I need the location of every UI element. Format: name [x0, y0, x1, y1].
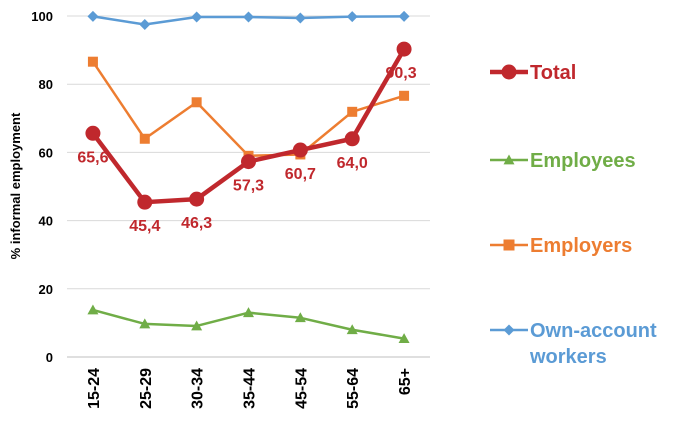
x-tick-label: 65+	[397, 368, 414, 395]
y-tick-label: 0	[46, 350, 53, 365]
data-point	[347, 106, 358, 117]
series-employees	[87, 304, 410, 343]
data-point	[241, 154, 256, 170]
data-point	[396, 41, 412, 57]
legend-label: Employers	[530, 235, 632, 257]
legend-label: Own-account workers	[529, 320, 657, 368]
data-point	[346, 11, 358, 23]
data-label: 60,7	[285, 166, 316, 183]
y-tick-label: 60	[39, 145, 53, 160]
legend-item-total: Total	[490, 62, 576, 84]
data-label: 90,3	[386, 65, 417, 82]
data-label: 64,0	[337, 155, 368, 172]
data-point	[191, 11, 203, 23]
data-point	[85, 125, 101, 141]
x-tick-label: 55-64	[345, 368, 362, 409]
data-point	[137, 194, 153, 210]
x-tick-label: 25-29	[138, 368, 155, 409]
data-point	[292, 142, 308, 158]
data-label: 45,4	[129, 218, 160, 235]
data-label: 65,6	[77, 149, 108, 166]
data-point	[191, 320, 203, 331]
data-labels: 65,6 45,4 46,3 57,3 60,7 64,0 90,3	[77, 65, 416, 235]
series-employers	[87, 56, 410, 161]
series-own-account-workers	[87, 10, 410, 31]
data-point	[87, 10, 99, 22]
y-tick-label: 40	[39, 214, 53, 229]
data-point	[346, 324, 358, 335]
data-label: 57,3	[233, 178, 264, 195]
data-point	[398, 10, 410, 22]
data-point	[191, 97, 202, 108]
legend-item-own-account-workers: Own-account workers	[490, 320, 657, 368]
y-tick-label: 20	[39, 282, 53, 297]
data-point	[243, 307, 254, 318]
x-tick-label: 15-24	[86, 368, 103, 409]
data-point	[294, 12, 306, 24]
data-point	[139, 19, 151, 31]
data-point	[503, 154, 515, 165]
y-tick-label: 100	[31, 9, 53, 24]
x-tick-label: 35-44	[242, 368, 259, 409]
data-point	[398, 333, 410, 343]
x-tick-label: 30-34	[190, 368, 207, 409]
data-point	[399, 90, 410, 101]
y-axis-title: % informal employment	[8, 112, 23, 259]
data-point	[344, 131, 360, 147]
data-point	[503, 324, 515, 336]
data-point	[87, 304, 99, 315]
y-tick-label: 80	[39, 77, 53, 92]
data-point	[294, 312, 306, 323]
data-point	[189, 191, 205, 207]
data-point	[501, 64, 517, 80]
data-point	[503, 239, 515, 251]
data-label: 46,3	[181, 215, 212, 232]
data-point	[139, 318, 151, 329]
legend-label: Total	[530, 62, 576, 84]
series-total	[85, 41, 412, 210]
data-point	[243, 11, 254, 23]
x-tick-label: 45-54	[293, 368, 310, 409]
legend-item-employees: Employees	[490, 150, 636, 172]
legend-item-employers: Employers	[490, 235, 632, 257]
legend: Total Employees Employers Own-account worker…	[490, 62, 657, 368]
data-point	[87, 56, 98, 67]
axes: 0 20 40 60 80 100 15-24 25-29 30-34 35-44 45-54 55-…	[31, 9, 414, 409]
data-point	[139, 133, 150, 144]
legend-label: Employees	[530, 150, 636, 172]
series	[85, 10, 412, 343]
